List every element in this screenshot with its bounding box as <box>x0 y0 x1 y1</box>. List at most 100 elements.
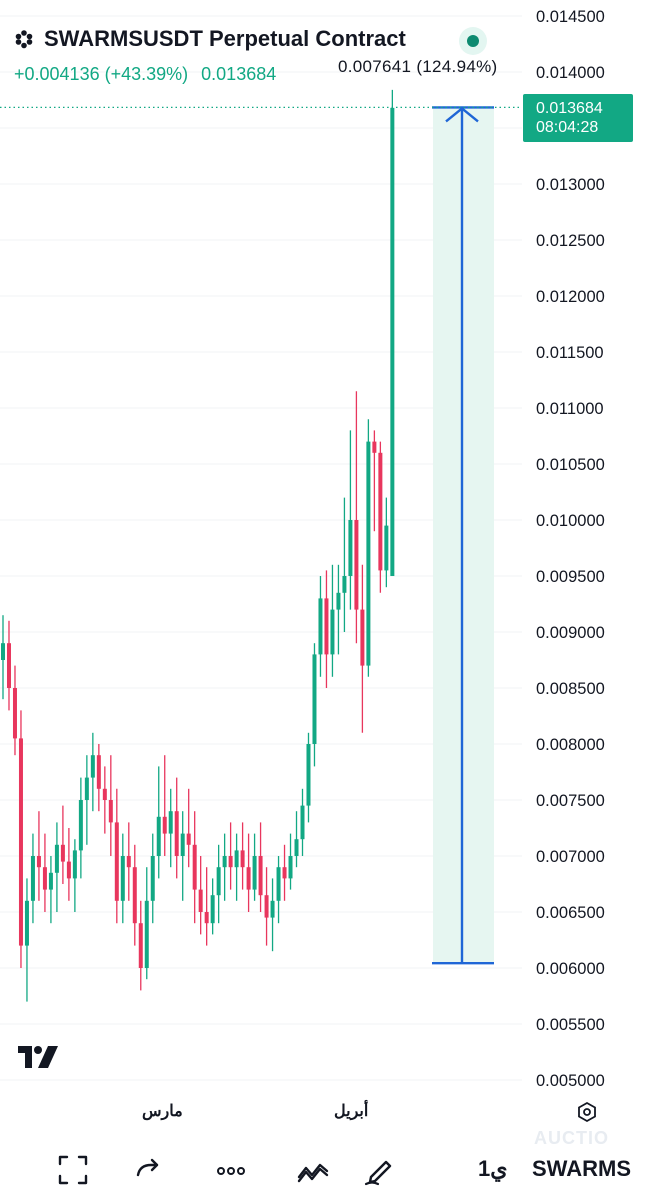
candle <box>54 822 59 912</box>
candle-body <box>384 525 389 571</box>
symbol-search-button[interactable]: SWARMS <box>532 1156 631 1181</box>
candle-body <box>372 441 377 453</box>
price-chart[interactable]: 0.005000 0.005500 0.006000 0.006500 0.007000… <box>0 0 652 1100</box>
y-tick-label: 0.005000 <box>536 1072 605 1090</box>
candle <box>180 811 185 901</box>
price-change-line: +0.004136 (+43.39%) 0.013684 <box>14 64 284 85</box>
badge-price: 0.013684 <box>536 100 603 117</box>
candle <box>216 844 221 924</box>
candle <box>378 441 383 593</box>
candle <box>270 878 275 952</box>
candle-body <box>126 856 131 868</box>
y-tick-label: 0.011000 <box>536 400 604 418</box>
candle <box>348 430 353 610</box>
candle-body <box>228 856 233 868</box>
candle-body <box>270 900 275 918</box>
candle-body <box>54 844 59 873</box>
candle <box>168 788 173 868</box>
interval-button[interactable]: 1ي <box>478 1156 508 1181</box>
candle-body <box>90 755 95 778</box>
candle-body <box>210 895 215 924</box>
candle-body <box>390 107 395 576</box>
fullscreen-icon[interactable] <box>56 1153 90 1187</box>
candle-body <box>222 856 227 868</box>
last-price: 0.013684 <box>201 64 277 84</box>
y-tick-label: 0.005500 <box>536 1016 605 1034</box>
candle <box>186 788 191 868</box>
candle <box>306 732 311 823</box>
candle-body <box>114 822 119 901</box>
candle <box>330 564 335 677</box>
candle-body <box>300 805 305 840</box>
candle <box>30 833 35 924</box>
candle <box>120 833 125 924</box>
candle <box>132 844 137 946</box>
tradingview-logo-icon[interactable] <box>18 1044 66 1072</box>
candle <box>336 564 341 655</box>
candle <box>174 777 179 879</box>
y-tick-label: 0.010500 <box>536 456 605 474</box>
candle-body <box>198 889 203 912</box>
candle <box>138 900 143 991</box>
candle <box>36 811 41 901</box>
candle <box>384 497 389 588</box>
candle-body <box>132 867 137 924</box>
candle <box>18 710 23 968</box>
measure-tool <box>0 106 522 965</box>
candle <box>342 497 347 632</box>
more-icon[interactable] <box>214 1153 248 1187</box>
y-tick-label: 0.006500 <box>536 904 605 922</box>
y-tick-label: 0.014000 <box>536 64 605 82</box>
last-price-badge: 0.013684 08:04:28 <box>523 94 633 142</box>
indicators-icon[interactable] <box>296 1153 330 1187</box>
candle <box>150 833 155 924</box>
symbol-title[interactable]: SWARMSUSDT Perpetual Contract <box>44 26 406 51</box>
candle <box>78 777 83 879</box>
candle-body <box>18 738 23 946</box>
candle <box>192 811 197 924</box>
candle <box>228 822 233 890</box>
candle <box>300 788 305 856</box>
y-tick-label: 0.012000 <box>536 288 605 306</box>
measure-range-fill <box>433 107 494 964</box>
candle-body <box>150 856 155 901</box>
candle-body <box>192 844 197 890</box>
candle <box>48 856 53 924</box>
candle <box>246 833 251 912</box>
candle <box>318 576 323 677</box>
y-tick-label: 0.007500 <box>536 792 605 810</box>
auction-watermark: AUCTIO <box>534 1128 609 1148</box>
candle <box>324 570 329 688</box>
candle <box>240 822 245 890</box>
candle-body <box>240 850 245 868</box>
candle-body <box>282 867 287 879</box>
y-tick-label: 0.006000 <box>536 960 605 978</box>
candle <box>288 833 293 890</box>
candle-body <box>264 895 269 918</box>
price-change: +0.004136 (+43.39%) <box>14 64 189 84</box>
month-label-april: أبريل <box>334 1103 369 1120</box>
candle-body <box>144 900 149 968</box>
candle <box>1 615 5 700</box>
candle-body <box>66 861 71 879</box>
chart-area[interactable]: 0.005000 0.005500 0.006000 0.006500 0.007000… <box>0 0 652 1100</box>
candle <box>144 867 149 980</box>
redo-icon[interactable] <box>131 1153 165 1187</box>
candle-body <box>30 856 35 901</box>
settings-icon[interactable] <box>576 1101 598 1123</box>
y-tick-label: 0.008500 <box>536 680 605 698</box>
candle <box>252 833 257 901</box>
draw-icon[interactable] <box>362 1153 396 1187</box>
candle-body <box>84 777 89 800</box>
candle-body <box>216 867 221 896</box>
badge-countdown: 08:04:28 <box>536 119 599 136</box>
candle <box>12 665 17 756</box>
candle <box>162 755 167 856</box>
candle <box>372 430 377 532</box>
candle-body <box>120 856 125 901</box>
y-tick-label: 0.009000 <box>536 624 605 642</box>
candle <box>234 833 239 901</box>
live-dot-icon <box>467 35 479 47</box>
candles <box>1 89 395 1002</box>
candle <box>210 878 215 935</box>
